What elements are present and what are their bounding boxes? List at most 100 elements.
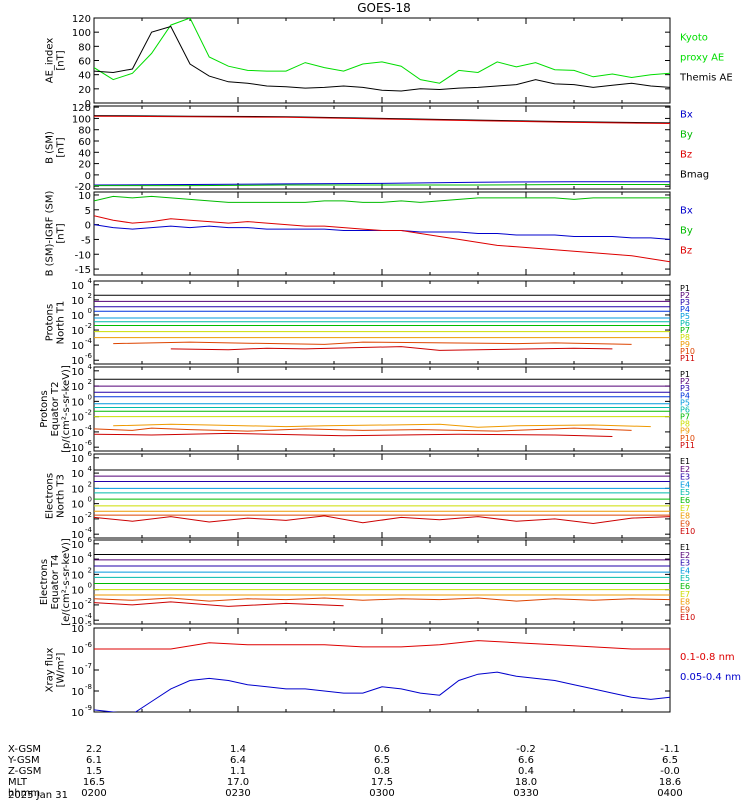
y-tick-exponent: -5 [85, 620, 92, 628]
y-tick-label: 10 [71, 616, 84, 627]
panel-frame [93, 627, 671, 713]
legend-p7: P7 [680, 326, 690, 335]
legend-p1: P1 [680, 284, 690, 293]
series-group [94, 115, 670, 187]
y-tick-exponent: -6 [85, 641, 93, 649]
y-tick-label: 10 [71, 443, 84, 454]
legend-proxy-ae: proxy AE [680, 53, 724, 64]
y-tick-exponent: -9 [85, 704, 92, 712]
series-group [94, 195, 670, 263]
y-tick-exponent: -4 [85, 612, 93, 620]
y-tick-label: 60 [78, 137, 91, 148]
x-column-value: 1.1 [230, 766, 246, 777]
series-bz [94, 215, 670, 263]
y-tick-label: 10 [71, 601, 84, 612]
legend-themis-ae: Themis AE [679, 73, 733, 84]
legend-p4: P4 [680, 391, 690, 400]
legend-p2: P2 [680, 377, 690, 386]
legend-e6: E6 [680, 496, 690, 505]
legend-p10: P10 [680, 434, 695, 443]
series-group [94, 294, 670, 351]
x-column-value: 0.6 [374, 744, 390, 755]
x-row-label: X-GSM [8, 744, 41, 755]
series-p10 [94, 427, 632, 432]
y-tick-label: 10 [71, 666, 84, 677]
y-tick-label: -10 [75, 250, 91, 261]
legend-bmag: Bmag [680, 170, 709, 181]
y-tick-exponent: -4 [85, 526, 93, 534]
panel-frame [93, 191, 671, 276]
x-column-value: 0400 [657, 788, 682, 799]
y-tick-label: 100 [72, 28, 91, 39]
x-column-value: -1.1 [660, 744, 680, 755]
legend-e9: E9 [680, 605, 690, 614]
y-tick-exponent: 6 [88, 536, 93, 544]
y-tick-label: 10 [71, 555, 84, 566]
y-tick-label: 10 [71, 500, 84, 511]
series-group [94, 640, 670, 712]
x-column-value: 1.4 [230, 744, 246, 755]
x-column-value: 0300 [369, 788, 394, 799]
y-tick-label: 10 [71, 687, 84, 698]
series-by [94, 195, 670, 203]
y-tick-label: -5 [81, 235, 91, 246]
y-tick-label: 10 [71, 515, 84, 526]
legend-by: By [680, 130, 693, 141]
y-tick-label: 10 [71, 356, 84, 367]
y-tick-label: 10 [71, 586, 84, 597]
panel-frame [93, 453, 671, 539]
y-tick-exponent: -6 [85, 352, 93, 360]
y-tick-label: 10 [71, 326, 84, 337]
y-tick-label: 0 [85, 99, 91, 110]
x-column-value: 18.0 [515, 777, 537, 788]
x-column-value: 0230 [225, 788, 250, 799]
y-tick-label: 10 [71, 454, 84, 465]
legend-p4: P4 [680, 305, 690, 314]
x-column-value: -0.0 [660, 766, 680, 777]
series-p11 [170, 346, 613, 351]
series-e10 [94, 515, 670, 525]
y-axis-label: B (SM) [45, 131, 56, 164]
x-column-value: 6.5 [662, 755, 678, 766]
legend-e6: E6 [680, 582, 690, 591]
y-axis-label: North T3 [56, 474, 67, 518]
legend-0-05-0-4-nm: 0.05-0.4 nm [680, 672, 741, 683]
y-tick-label: 10 [71, 296, 84, 307]
series-p11 [94, 432, 613, 437]
y-tick-exponent: 2 [88, 480, 92, 488]
y-tick-exponent: -2 [85, 511, 92, 519]
series-by [94, 184, 670, 187]
legend-p2: P2 [680, 291, 690, 300]
x-column-value: -0.2 [516, 744, 536, 755]
y-tick-label: 40 [78, 71, 91, 82]
y-axis-label: Electrons [39, 559, 50, 605]
x-column-value: 6.6 [518, 755, 534, 766]
y-tick-exponent: 4 [88, 465, 93, 473]
y-axis-label: Protons [39, 390, 50, 427]
x-column-value: 16.5 [83, 777, 105, 788]
x-column-value: 0200 [81, 788, 106, 799]
x-row-label: Y-GSM [7, 755, 40, 766]
panel-frame [93, 280, 671, 365]
legend-e1: E1 [680, 543, 690, 552]
legend-e2: E2 [680, 465, 690, 474]
plot-title: GOES-18 [357, 1, 411, 15]
y-tick-label: 10 [71, 570, 84, 581]
y-tick-exponent: 2 [88, 566, 92, 574]
y-tick-label: 20 [78, 160, 91, 171]
legend-p1: P1 [680, 370, 690, 379]
y-tick-label: 10 [71, 645, 84, 656]
y-tick-exponent: -2 [85, 322, 92, 330]
legend-p6: P6 [680, 405, 690, 414]
series-group [94, 554, 670, 607]
series-e10 [94, 601, 344, 607]
y-axis-label: [nT] [56, 137, 67, 157]
y-axis-label: [e/(cm²-s-sr-keV)] [61, 538, 72, 626]
legend-e2: E2 [680, 551, 690, 560]
y-tick-label: 20 [78, 85, 91, 96]
